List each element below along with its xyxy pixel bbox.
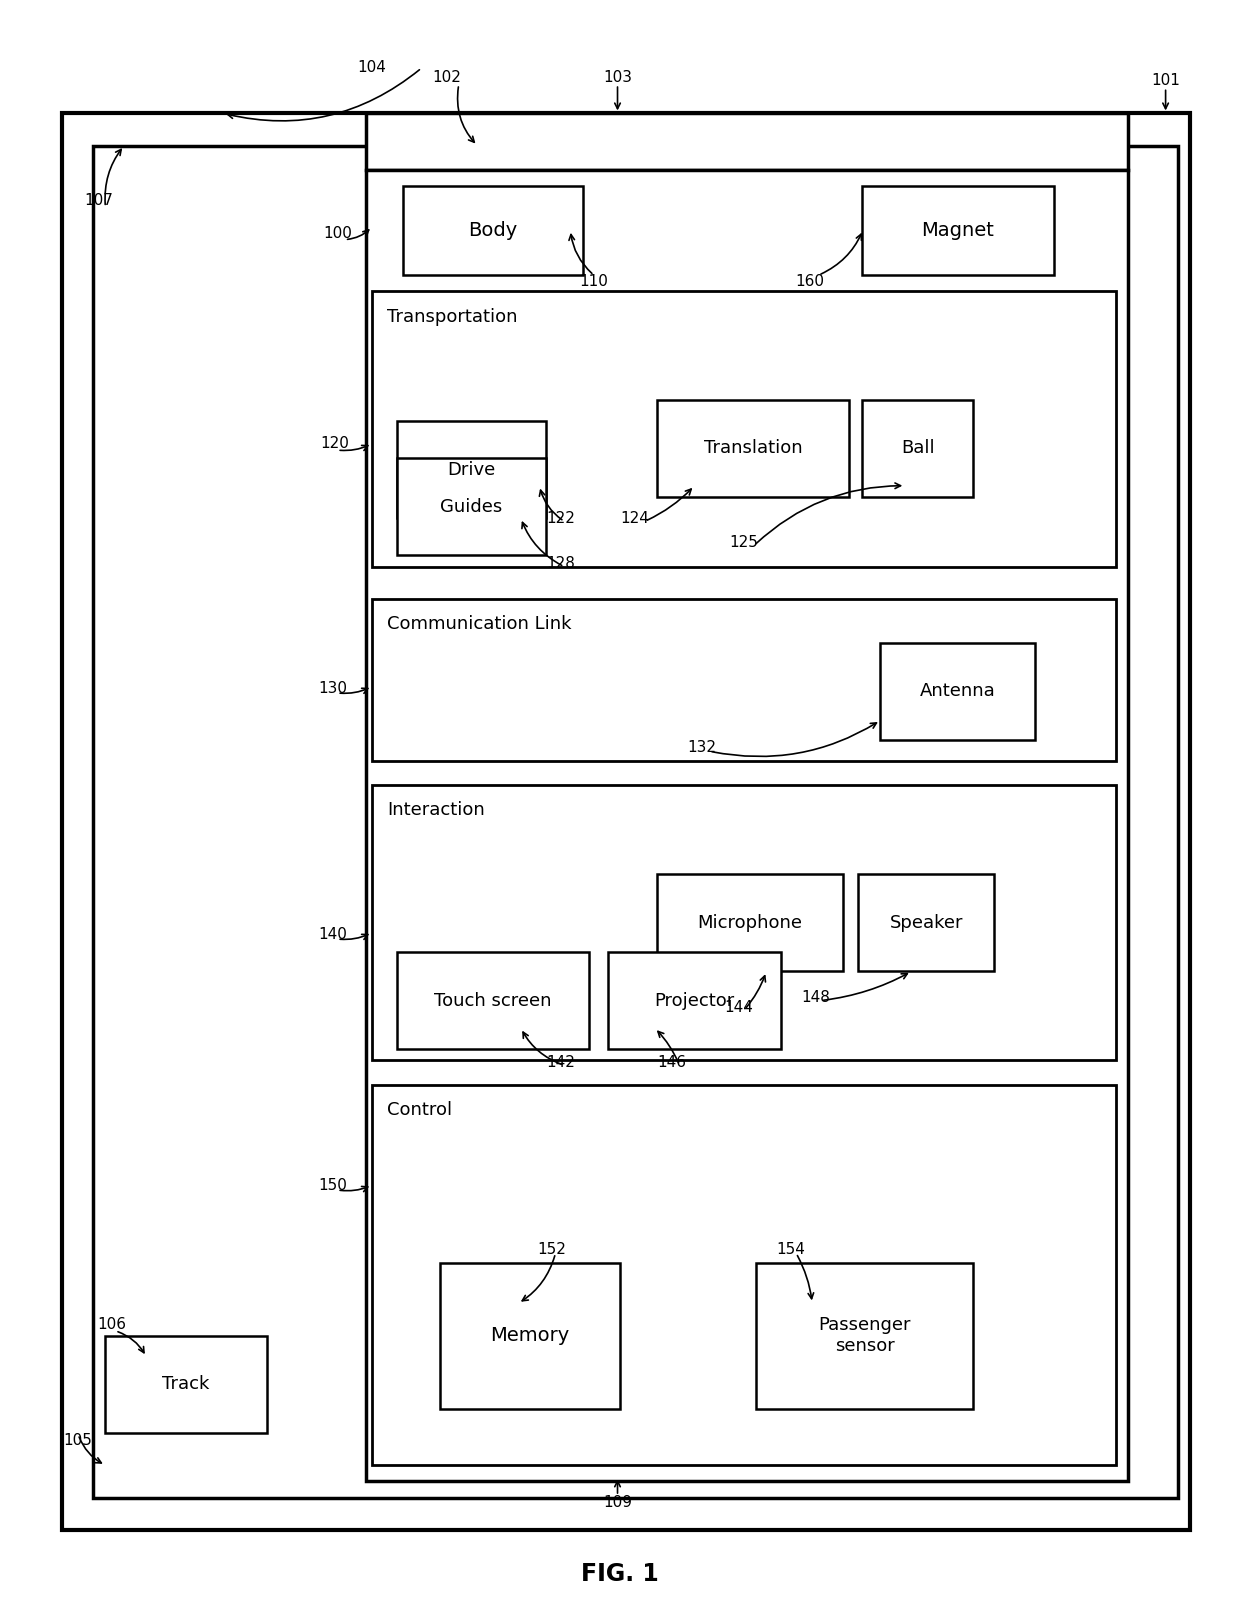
Text: 102: 102 — [432, 70, 461, 86]
Text: 154: 154 — [776, 1242, 806, 1258]
Text: 106: 106 — [97, 1316, 126, 1332]
Text: 105: 105 — [63, 1433, 93, 1449]
Bar — [397, 421, 546, 518]
Text: Magnet: Magnet — [921, 222, 994, 240]
Bar — [372, 785, 1116, 1060]
Text: Antenna: Antenna — [920, 682, 996, 701]
Bar — [397, 458, 546, 555]
Text: 124: 124 — [620, 510, 650, 526]
Bar — [880, 643, 1035, 740]
Text: 150: 150 — [317, 1177, 347, 1193]
Text: Communication Link: Communication Link — [387, 615, 572, 633]
Text: Translation: Translation — [704, 439, 802, 458]
Text: Memory: Memory — [491, 1326, 569, 1345]
Text: 101: 101 — [1151, 73, 1180, 89]
Bar — [862, 186, 1054, 275]
Text: 100: 100 — [322, 225, 352, 241]
Text: Track: Track — [162, 1375, 210, 1394]
Text: Projector: Projector — [655, 991, 734, 1010]
Bar — [608, 952, 781, 1049]
Text: Touch screen: Touch screen — [434, 991, 552, 1010]
Text: Transportation: Transportation — [387, 308, 517, 325]
Text: Microphone: Microphone — [698, 913, 802, 933]
Text: Control: Control — [387, 1101, 453, 1119]
Text: Ball: Ball — [900, 439, 935, 458]
Bar — [397, 952, 589, 1049]
Text: 140: 140 — [317, 926, 347, 942]
Text: 110: 110 — [579, 274, 609, 290]
Bar — [105, 1336, 267, 1433]
Text: 152: 152 — [537, 1242, 567, 1258]
Text: 120: 120 — [320, 436, 350, 452]
Text: 160: 160 — [795, 274, 825, 290]
Bar — [756, 1263, 973, 1409]
Text: 130: 130 — [317, 680, 347, 696]
Text: Drive: Drive — [448, 460, 495, 479]
Bar — [858, 874, 994, 971]
Text: 132: 132 — [687, 740, 717, 756]
Text: 128: 128 — [546, 555, 575, 572]
Bar — [372, 1085, 1116, 1465]
Text: 122: 122 — [546, 510, 575, 526]
Text: Interaction: Interaction — [387, 801, 485, 819]
Text: 107: 107 — [84, 193, 114, 209]
Bar — [62, 113, 1190, 1530]
Text: 144: 144 — [724, 999, 754, 1015]
Bar — [366, 170, 1128, 1481]
Bar — [862, 400, 973, 497]
Text: FIG. 1: FIG. 1 — [582, 1562, 658, 1585]
Bar — [93, 146, 1178, 1498]
Text: 109: 109 — [603, 1494, 632, 1511]
Bar — [366, 113, 1128, 170]
Bar — [657, 874, 843, 971]
Text: 104: 104 — [357, 60, 387, 76]
Text: Guides: Guides — [440, 497, 502, 516]
Text: Body: Body — [469, 222, 517, 240]
Bar — [403, 186, 583, 275]
Text: 103: 103 — [603, 70, 632, 86]
Text: 142: 142 — [546, 1054, 575, 1070]
Text: 125: 125 — [729, 534, 759, 550]
Bar — [657, 400, 849, 497]
Text: 146: 146 — [657, 1054, 687, 1070]
Bar — [372, 291, 1116, 567]
Text: 148: 148 — [801, 989, 831, 1005]
Text: Speaker: Speaker — [889, 913, 963, 933]
Bar — [372, 599, 1116, 761]
Text: Passenger
sensor: Passenger sensor — [818, 1316, 911, 1355]
Bar — [440, 1263, 620, 1409]
